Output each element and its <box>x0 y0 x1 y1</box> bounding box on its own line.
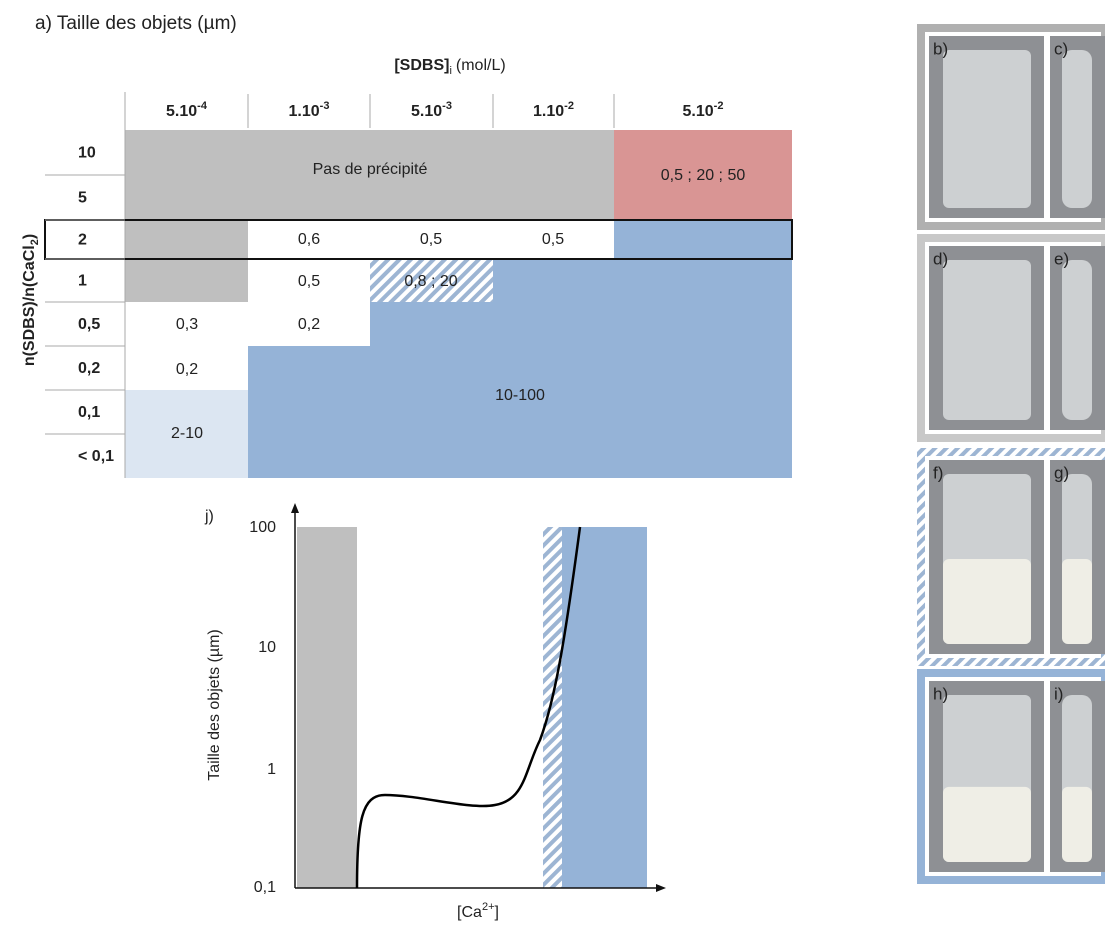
hatched-zone <box>543 527 562 888</box>
vial <box>1062 50 1092 208</box>
row-label: 2 <box>78 232 87 249</box>
graph: j) Taille des objets (µm) [Ca2+] 100 10 1 0… <box>204 503 666 921</box>
row-highlight <box>44 219 793 260</box>
column-mantissa: 5.10 <box>411 103 442 120</box>
column-exponent: -3 <box>320 100 330 112</box>
row-header-end: ) <box>21 234 38 239</box>
column-exponent: -2 <box>564 100 574 112</box>
row-label: 1 <box>78 273 87 290</box>
column-label: 5.10-2 <box>683 100 724 120</box>
photos: b) c) d) e) f) g) h) i) <box>917 24 1105 884</box>
photo-label: b) <box>933 39 948 58</box>
hatched-cell <box>370 259 493 302</box>
column-label: 1.10-2 <box>533 100 574 120</box>
y-tick-label: 1 <box>267 761 276 778</box>
row-label: < 0,1 <box>78 448 114 465</box>
column-mantissa: 1.10 <box>289 103 320 120</box>
y-tick-label: 10 <box>258 639 276 656</box>
pink-cell <box>614 130 792 220</box>
cell-text: 0,2 <box>176 361 198 378</box>
cell-text: 2-10 <box>171 425 203 442</box>
light-blue-cell <box>125 390 248 478</box>
column-exponent: -4 <box>197 100 208 112</box>
photo-label: h) <box>933 684 948 703</box>
cell-text: 0,6 <box>298 231 320 248</box>
blue-zone <box>562 527 647 888</box>
cell-text: 0,5 <box>542 231 564 248</box>
column-mantissa: 1.10 <box>533 103 564 120</box>
x-label-text: [Ca <box>457 904 482 921</box>
cell-text: 0,5 <box>420 231 442 248</box>
row-label: 0,1 <box>78 404 100 421</box>
cell-text: 0,3 <box>176 316 198 333</box>
column-header: [SDBS]i (mol/L) <box>394 57 505 77</box>
vial <box>1062 260 1092 420</box>
column-label: 5.10-4 <box>166 100 208 120</box>
vial <box>943 260 1031 420</box>
row-header: n(SDBS)/n(CaCl2) <box>21 234 41 366</box>
suspension <box>1062 559 1092 644</box>
column-exponent: -3 <box>442 100 452 112</box>
column-exponent: -2 <box>714 100 724 112</box>
cell-text: 0,5 <box>298 273 320 290</box>
size-curve <box>355 526 582 889</box>
vial <box>943 50 1031 208</box>
y-tick-label: 100 <box>249 519 276 536</box>
cell-text: 10-100 <box>495 387 545 404</box>
no-precipitate-cell <box>125 130 614 220</box>
row-label: 0,2 <box>78 360 100 377</box>
suspension <box>943 559 1031 644</box>
column-header-subscript: i <box>449 65 451 77</box>
photo-label: c) <box>1054 39 1068 58</box>
graph-label: j) <box>204 508 214 525</box>
x-axis-label: [Ca2+] <box>457 901 499 921</box>
row-header-subscript: 2 <box>29 239 41 245</box>
suspension <box>1062 786 1092 862</box>
column-mantissa: 5.10 <box>166 103 197 120</box>
table-title: a) Taille des objets (µm) <box>35 13 237 34</box>
column-label: 1.10-3 <box>289 100 330 120</box>
column-header-unit: (mol/L) <box>456 57 506 74</box>
row-label: 5 <box>78 190 87 207</box>
blue-region <box>248 220 792 478</box>
cell-text: 0,5 ; 20 ; 50 <box>661 167 746 184</box>
y-axis-label: Taille des objets (µm) <box>206 629 223 781</box>
gray-zone <box>297 527 357 888</box>
cell-text: 0,8 ; 20 <box>404 273 457 290</box>
photo-label: f) <box>933 463 943 482</box>
y-tick-label: 0,1 <box>254 879 276 896</box>
y-arrow <box>291 503 299 513</box>
photo-label: e) <box>1054 249 1069 268</box>
x-label-end: ] <box>495 904 499 921</box>
column-label: 5.10-3 <box>411 100 452 120</box>
photo-label: i) <box>1054 684 1063 703</box>
photo-label: g) <box>1054 463 1069 482</box>
row-label: 10 <box>78 145 96 162</box>
table: a) Taille des objets (µm) [SDBS]i (mol/L)… <box>21 13 793 478</box>
photo-label: d) <box>933 249 948 268</box>
x-label-superscript: 2+ <box>482 901 495 913</box>
cell-text: Pas de précipité <box>313 161 428 178</box>
row-header-text: n(SDBS)/n(CaCl <box>21 245 38 366</box>
cell-text: 0,2 <box>298 316 320 333</box>
x-arrow <box>656 884 666 892</box>
column-header-name: [SDBS] <box>394 57 449 74</box>
column-mantissa: 5.10 <box>683 103 714 120</box>
row-label: 0,5 <box>78 316 100 333</box>
suspension <box>943 786 1031 862</box>
gray-cell <box>125 220 248 302</box>
